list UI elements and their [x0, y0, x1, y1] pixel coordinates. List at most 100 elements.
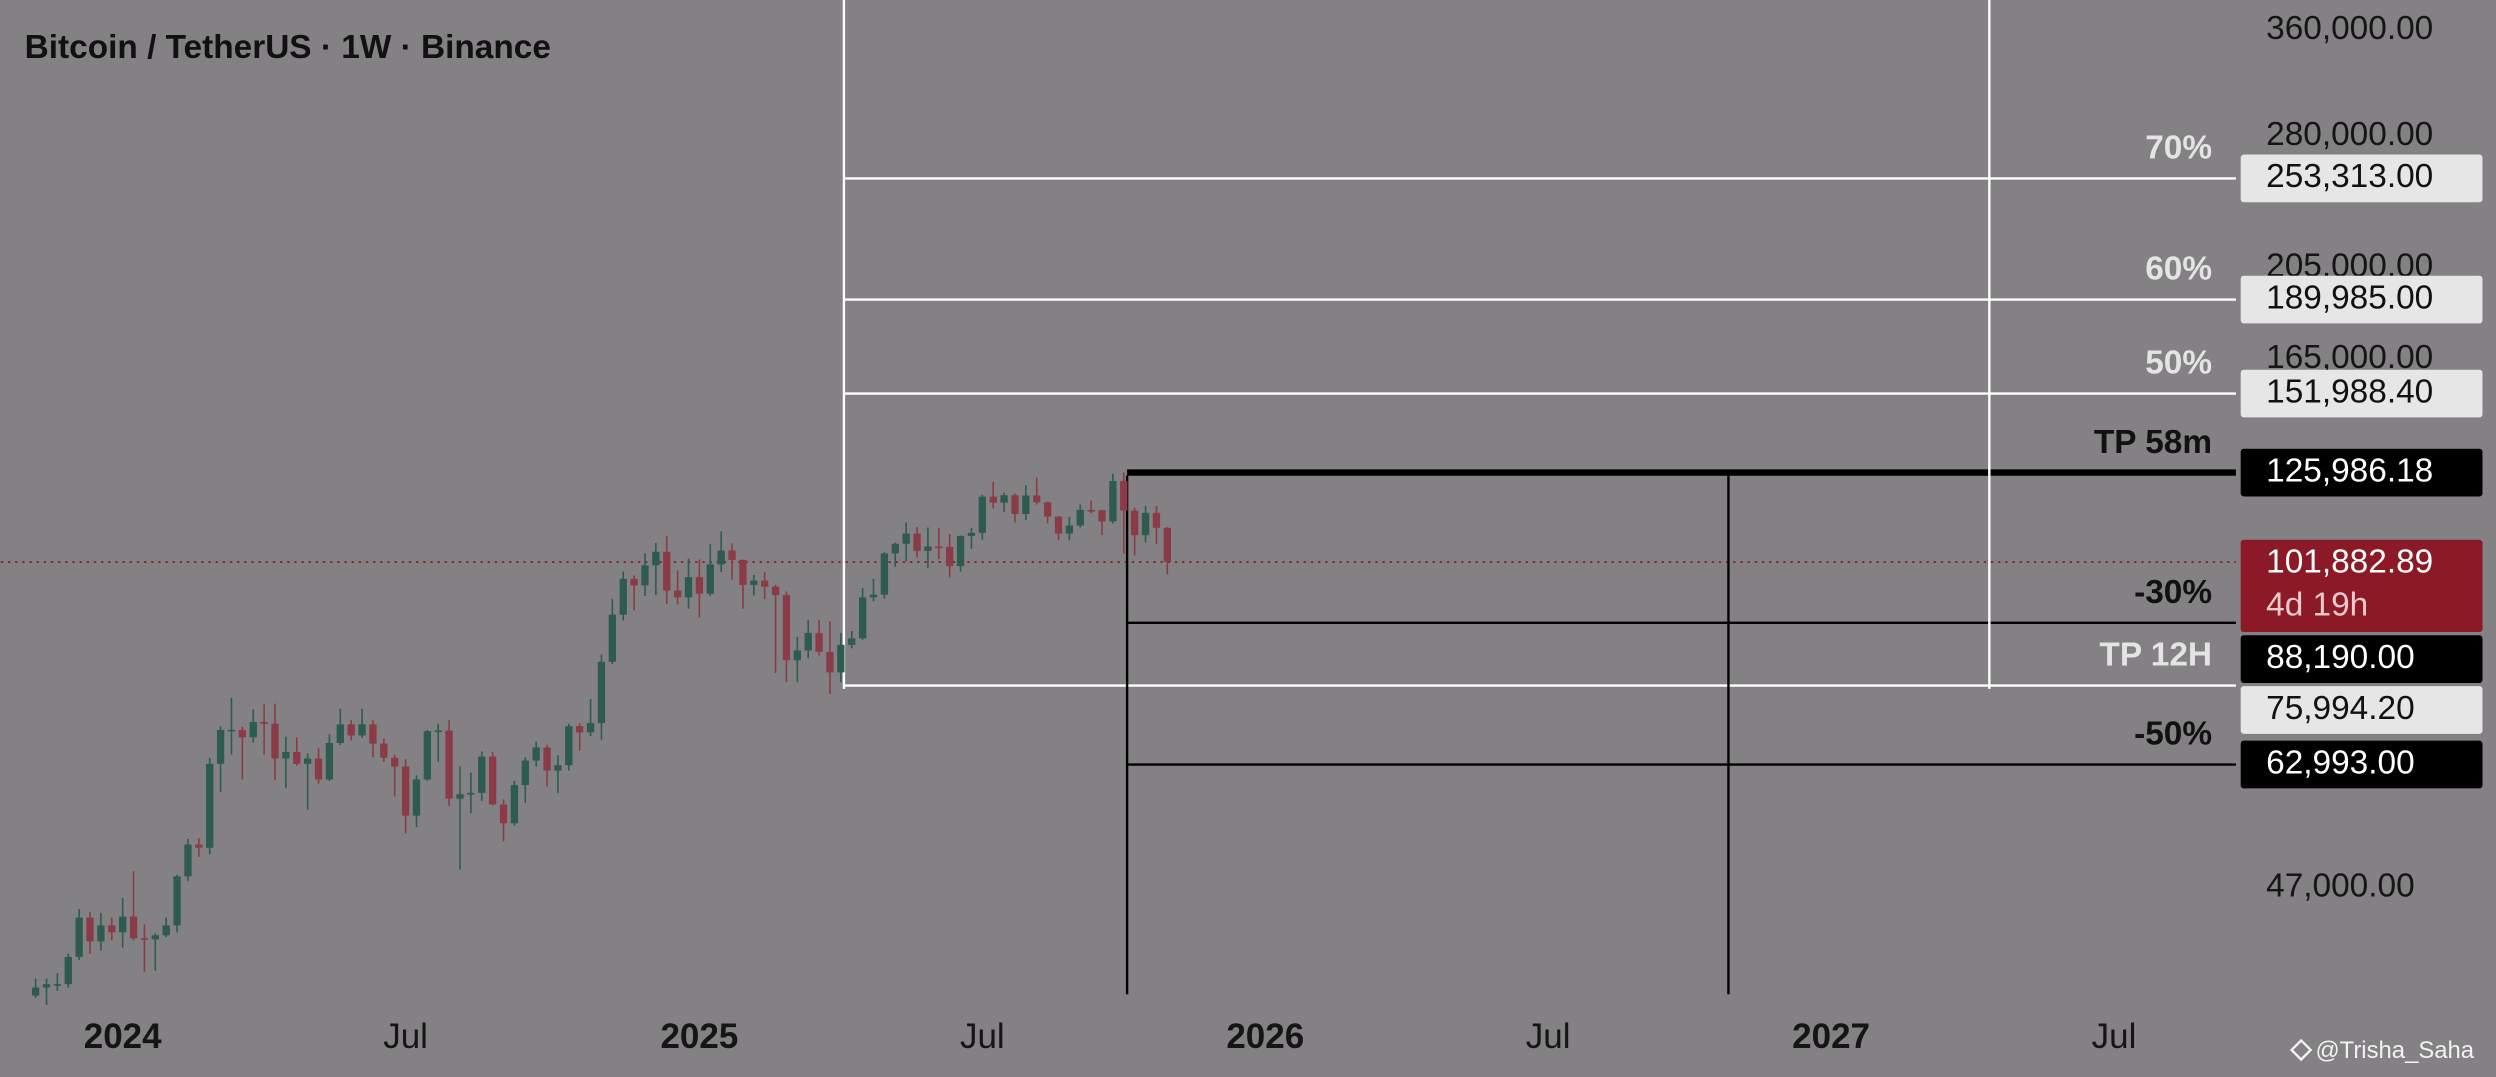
candle-body — [717, 550, 725, 565]
candle-body — [162, 925, 170, 936]
candle-body — [271, 723, 279, 759]
x-tick-label: 2026 — [1226, 1017, 1304, 1056]
x-tick-label: Jul — [383, 1017, 428, 1056]
candle-body — [499, 804, 508, 824]
candle-body — [336, 724, 344, 743]
price-badge-text: 101,882.89 — [2266, 543, 2433, 580]
x-tick-label: Jul — [1526, 1017, 1571, 1056]
candle-body — [848, 638, 856, 645]
candle-body — [314, 758, 323, 780]
candle-body — [946, 546, 954, 567]
level-label: TP 58m — [2094, 424, 2212, 461]
candles — [31, 472, 1171, 1005]
price-badge-text: 62,993.00 — [2266, 744, 2415, 781]
price-badge-text: 151,988.40 — [2266, 373, 2433, 410]
candle-body — [771, 586, 780, 596]
candle-body — [216, 729, 225, 764]
candle-body — [543, 747, 551, 771]
level-label: 70% — [2145, 130, 2212, 167]
candle-body — [576, 726, 584, 733]
candle-body — [1152, 512, 1161, 528]
candle-body — [837, 644, 845, 673]
candle-body — [956, 535, 965, 567]
candle-body — [924, 546, 932, 551]
price-badge — [2240, 539, 2483, 633]
candle-body — [97, 925, 105, 942]
price-badge-text: 4d 19h — [2266, 586, 2368, 623]
candle-body — [739, 559, 747, 585]
candle-body — [761, 580, 769, 587]
y-tick-label: 360,000.00 — [2266, 10, 2433, 47]
candle-body — [1043, 502, 1052, 517]
candle-body — [391, 757, 399, 767]
price-badge-text: 253,313.00 — [2266, 158, 2433, 195]
candle-body — [750, 580, 758, 585]
price-badge-text: 125,986.18 — [2266, 452, 2433, 489]
candle-body — [456, 794, 464, 799]
candle-body — [195, 844, 203, 848]
candle-body — [663, 551, 671, 591]
level-label: 50% — [2145, 345, 2212, 382]
candle-body — [1141, 512, 1150, 536]
drawings — [842, 0, 1991, 995]
candle-body — [249, 721, 257, 738]
candle-body — [891, 543, 899, 554]
candle-body — [401, 766, 410, 816]
candle-body — [673, 590, 682, 598]
candle-body — [684, 577, 693, 598]
candle-body — [358, 724, 366, 736]
candle-body — [1000, 495, 1008, 503]
candle-body — [1065, 525, 1074, 534]
candle-body — [1011, 495, 1019, 514]
x-tick-label: Jul — [2092, 1017, 2137, 1056]
candle-body — [804, 632, 812, 651]
candle-body — [467, 792, 475, 795]
candle-body — [652, 551, 660, 566]
y-tick-label: 47,000.00 — [2266, 868, 2415, 905]
candle-body — [108, 925, 116, 933]
candle-body — [478, 756, 486, 793]
candle-body — [532, 747, 540, 761]
chart-title: Bitcoin / TetherUS · 1W · Binance — [25, 29, 551, 66]
y-tick-label: 165,000.00 — [2266, 339, 2433, 376]
price-badge — [2240, 740, 2483, 789]
candle-body — [706, 564, 714, 594]
candle-body — [129, 916, 138, 939]
candle-body — [1163, 527, 1171, 562]
candle-body — [412, 779, 421, 816]
candle-body — [978, 496, 986, 533]
y-tick-label: 280,000.00 — [2266, 116, 2433, 153]
candle-body — [554, 765, 562, 771]
candle-body — [445, 730, 453, 799]
candle-body — [260, 721, 268, 724]
candle-body — [140, 938, 149, 940]
candle-body — [227, 729, 236, 732]
level-label: TP 12H — [2099, 637, 2212, 674]
candle-body — [173, 876, 181, 926]
price-badges: 70% 60% 50% TP 58m -30% TP 12H -50% 253,313.00 1… — [2094, 130, 2483, 789]
candle-body — [64, 956, 72, 985]
level-label: 60% — [2145, 251, 2212, 288]
candle-body — [434, 730, 442, 733]
candle-body — [826, 651, 834, 673]
watermark: @Trisha_Saha — [2289, 1037, 2475, 1064]
candle-body — [586, 723, 595, 733]
candle-body — [858, 597, 867, 639]
candle-body — [1109, 480, 1117, 522]
x-tick-label: Jul — [960, 1017, 1005, 1056]
candle-body — [369, 724, 377, 744]
candle-body — [1087, 509, 1095, 512]
candle-body — [989, 496, 997, 503]
candle-body — [935, 546, 943, 549]
candle-body — [869, 594, 878, 598]
candle-body — [282, 751, 290, 759]
candle-body — [423, 731, 432, 780]
price-badge-text: 189,985.00 — [2266, 279, 2433, 316]
level-label: -50% — [2134, 716, 2212, 753]
candle-body — [1022, 495, 1030, 514]
candle-body — [488, 756, 497, 805]
price-badge — [2240, 369, 2483, 418]
candle-body — [913, 533, 921, 551]
